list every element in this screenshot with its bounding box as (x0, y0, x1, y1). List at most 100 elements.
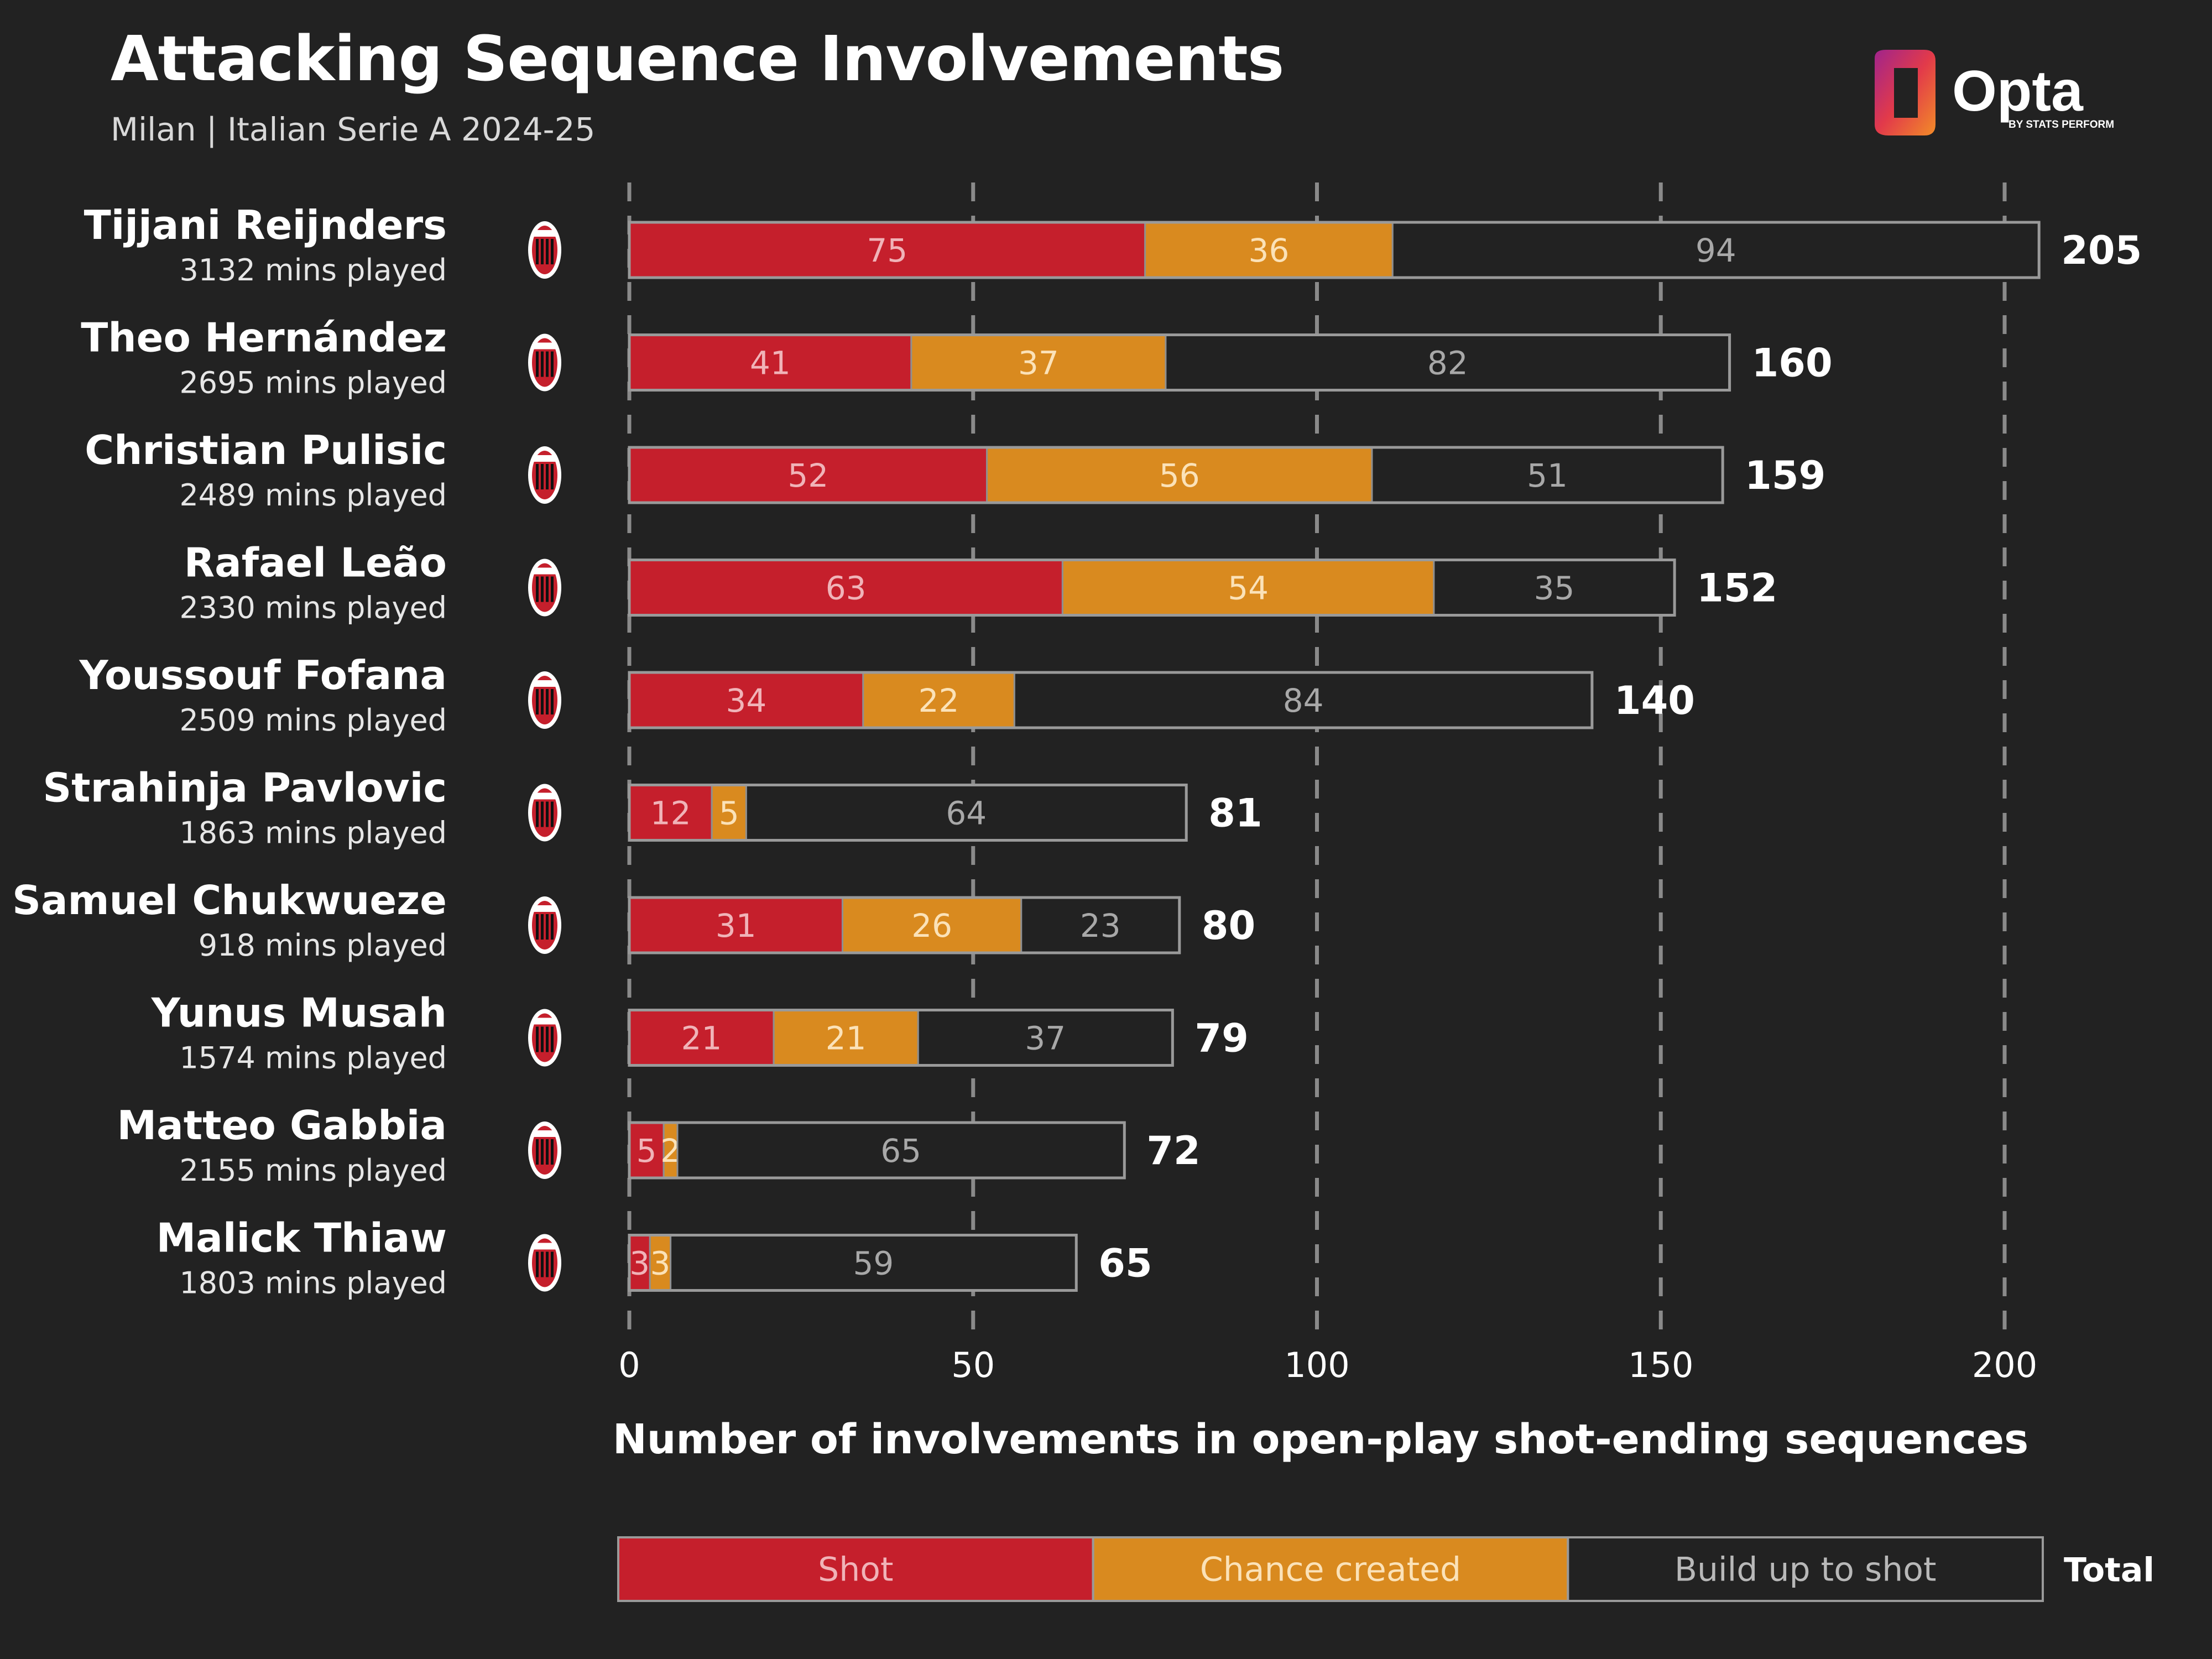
bar-segment-shot (628, 1009, 775, 1066)
bar-value-label: 3 (629, 1245, 650, 1282)
bar-value-label: 22 (919, 682, 959, 719)
bar-segment-build-up-to-shot (917, 1009, 1173, 1066)
bar-value-label: 37 (1025, 1020, 1066, 1057)
crest-stripe (551, 351, 554, 377)
chart-subtitle: Milan | Italian Serie A 2024-25 (111, 111, 596, 148)
bar-value-label: 94 (1695, 232, 1736, 269)
crest-band (533, 792, 557, 800)
player-minutes: 1803 mins played (179, 1266, 447, 1301)
bar-value-label: 51 (1527, 457, 1568, 494)
bar-outline (628, 559, 1676, 617)
player-minutes: 2489 mins played (179, 478, 447, 513)
bar-total-label: 152 (1697, 566, 1777, 611)
crest-stripe (536, 576, 539, 602)
bar-value-label: 59 (853, 1245, 894, 1282)
crest-stripe (541, 351, 544, 377)
crest-stripe (541, 576, 544, 602)
crest-stripe (541, 801, 544, 827)
crest-stripe (551, 689, 554, 714)
grid-lines (627, 182, 2007, 1333)
crest-stripe (536, 914, 539, 940)
bar-value-label: 84 (1283, 682, 1324, 719)
crest-stripe (551, 801, 554, 827)
crest-band (533, 230, 557, 237)
player-minutes: 918 mins played (199, 928, 447, 963)
player-name: Youssouf Fofana (79, 652, 447, 698)
legend-swatch-chance-created (1092, 1536, 1569, 1602)
bar-total-label: 159 (1745, 453, 1825, 498)
ac-milan-crest-icon (528, 1009, 561, 1067)
bar-value-label: 65 (880, 1132, 921, 1170)
crest-stripe (551, 1251, 554, 1277)
crest-band (533, 342, 557, 349)
ac-milan-crest-icon (528, 671, 561, 729)
opta-wordmark: Opta (1952, 59, 2084, 123)
player-name: Strahinja Pavlovic (43, 765, 447, 811)
legend-label: Build up to shot (1674, 1551, 1937, 1589)
crest-stripe (541, 1139, 544, 1165)
ac-milan-crest-icon (528, 221, 561, 279)
crest-stripe (536, 801, 539, 827)
crest-band (533, 1130, 557, 1137)
crest-band (533, 455, 557, 462)
bar-segment-build-up-to-shot (1371, 446, 1724, 504)
crest-stripe (536, 689, 539, 714)
player-minutes: 2155 mins played (179, 1153, 447, 1188)
bar-outline (628, 1121, 1126, 1180)
legend: Shot Chance created Build up to shot Total (617, 1536, 2154, 1602)
bar-value-label: 34 (726, 682, 766, 719)
crest-band (533, 905, 557, 912)
player-name: Theo Hernández (81, 315, 447, 361)
bar-segment-chance-created (862, 671, 1015, 729)
player-minutes: 3132 mins played (179, 253, 447, 288)
bar-segment-build-up-to-shot (745, 784, 1187, 841)
crest-stripe (541, 1251, 544, 1277)
crest-stripe (536, 351, 539, 377)
crest-stripe (551, 1026, 554, 1052)
crest-stripe (546, 914, 549, 940)
x-tick-label: 200 (1972, 1345, 2037, 1385)
crest-stripe (546, 1139, 549, 1165)
crest-stripe (541, 1026, 544, 1052)
bar-total-label: 79 (1194, 1016, 1248, 1061)
bar-outline (628, 896, 1181, 954)
bar-outline (628, 446, 1724, 504)
bar-total-label: 140 (1614, 678, 1695, 723)
opta-logo: Opta BY STATS PERFORM (1875, 50, 2114, 135)
crest-stripe (551, 914, 554, 940)
bar-segment-chance-created (649, 1234, 672, 1291)
ac-milan-crest-icon (528, 784, 561, 842)
x-tick-label: 0 (618, 1345, 640, 1385)
bar-value-label: 31 (716, 907, 757, 945)
chart-title: Attacking Sequence Involvements (111, 23, 1284, 95)
player-minutes: 2330 mins played (179, 591, 447, 625)
bar-value-label: 63 (826, 570, 867, 607)
crest-stripe (536, 1139, 539, 1165)
ac-milan-crest-icon (528, 559, 561, 617)
bar-outline (628, 671, 1594, 729)
crest-band (533, 1018, 557, 1025)
legend-label: Chance created (1200, 1551, 1461, 1589)
crest-stripe (546, 689, 549, 714)
bar-value-label: 36 (1249, 232, 1290, 269)
bar-value-label: 5 (637, 1132, 657, 1170)
crest-stripe (546, 801, 549, 827)
bar-value-label: 37 (1018, 345, 1059, 382)
crest-stripe (546, 239, 549, 264)
bar-value-label: 52 (787, 457, 828, 494)
ac-milan-crest-icon (528, 446, 561, 504)
bar-value-label: 21 (826, 1020, 867, 1057)
player-name: Malick Thiaw (156, 1215, 447, 1261)
player-name: Rafael Leão (184, 540, 447, 586)
player-name: Samuel Chukwueze (12, 877, 447, 924)
crest-stripe (546, 464, 549, 489)
bar-total-label: 65 (1098, 1241, 1152, 1286)
x-tick-label: 50 (951, 1345, 995, 1385)
player-minutes: 2695 mins played (179, 366, 447, 400)
bar-outline (628, 221, 2041, 279)
legend-label: Shot (818, 1551, 893, 1589)
crest-band (533, 1243, 557, 1250)
bar-total-label: 205 (2061, 228, 2142, 273)
bar-total-label: 72 (1146, 1128, 1200, 1173)
